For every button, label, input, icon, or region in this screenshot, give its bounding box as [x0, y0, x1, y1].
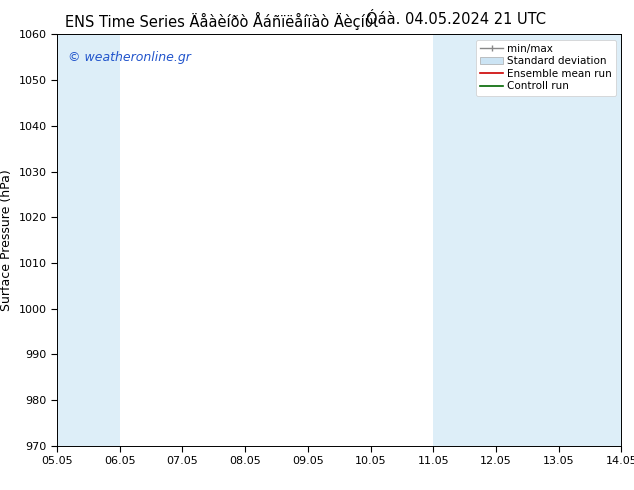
Text: Óáà. 04.05.2024 21 UTC: Óáà. 04.05.2024 21 UTC	[366, 12, 547, 27]
Bar	[57, 34, 120, 446]
Text: © weatheronline.gr: © weatheronline.gr	[68, 51, 191, 64]
Bar	[559, 34, 621, 446]
Text: ENS Time Series Äåàèíðò Åáñïëåíïàò Äèçíύι: ENS Time Series Äåàèíðò Åáñïëåíïàò Äèçíύ…	[65, 12, 378, 30]
Legend: min/max, Standard deviation, Ensemble mean run, Controll run: min/max, Standard deviation, Ensemble me…	[476, 40, 616, 96]
Bar	[433, 34, 559, 446]
Y-axis label: Surface Pressure (hPa): Surface Pressure (hPa)	[0, 169, 13, 311]
